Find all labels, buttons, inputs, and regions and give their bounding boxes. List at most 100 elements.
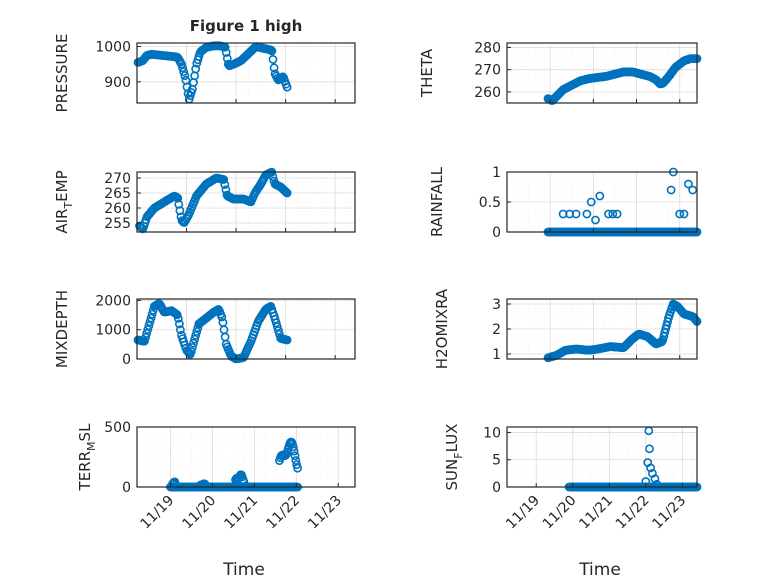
series-h2omixra [543, 299, 702, 363]
data-point [220, 180, 230, 189]
x-tick-label: 11/23 [649, 493, 689, 533]
data-point [219, 175, 229, 184]
y-tick-label: 255 [104, 216, 131, 232]
data-point [174, 199, 184, 209]
data-point [146, 313, 156, 323]
data-point [142, 328, 152, 338]
axes-box [136, 171, 356, 233]
axes-box [136, 298, 356, 360]
y-axis-label: SUNFLUX [443, 424, 465, 491]
data-point [595, 191, 605, 201]
y-tick-label: 2 [492, 322, 501, 338]
data-point [145, 317, 155, 327]
axes-box [136, 42, 356, 104]
data-point [220, 332, 230, 342]
series-mixdepth [133, 299, 292, 364]
data-point [171, 480, 180, 489]
data-point [174, 319, 184, 329]
y-axis-label: MIXDEPTH [53, 290, 71, 368]
data-point [173, 193, 183, 203]
data-point [180, 71, 190, 80]
panel-pressure: 900 1000 PRESSURE Figure 1 high [53, 17, 356, 112]
data-point [652, 479, 662, 489]
x-tick-label: 11/20 [540, 493, 580, 533]
data-point [141, 332, 150, 342]
x-axis-label: Time [222, 560, 265, 580]
x-tick-label: 11/19 [503, 493, 543, 533]
data-point [175, 325, 185, 335]
y-axis-label: TERRMSL [76, 423, 98, 492]
x-axis-label: Time [578, 560, 621, 580]
data-point [571, 209, 581, 219]
axes-box [506, 42, 698, 104]
panel-h2omixra: 1 2 3 H2OMIXRA [433, 288, 702, 369]
x-tick-label: 11/22 [613, 493, 653, 533]
data-point [650, 474, 660, 484]
data-point [280, 186, 290, 196]
x-tick-label: 11/21 [576, 493, 616, 533]
y-tick-label: 265 [104, 186, 131, 202]
panel-terr_msl: 0 500 11/19 11/20 11/21 11/22 11/23 Time TERRMSL [76, 420, 356, 580]
chart-title: Figure 1 high [190, 17, 303, 35]
data-point [143, 325, 153, 334]
y-tick-label: 0 [122, 480, 131, 496]
y-tick-label: 3 [492, 297, 501, 313]
data-point [192, 327, 202, 336]
y-tick-label: 0 [122, 352, 131, 368]
data-point [281, 187, 291, 197]
data-point [272, 322, 282, 331]
series-terr_msl [166, 437, 302, 492]
data-point [268, 55, 278, 64]
data-point [190, 334, 199, 344]
y-tick-label: 260 [474, 85, 501, 101]
data-point [239, 477, 249, 487]
y-tick-label: 1000 [95, 40, 131, 56]
y-tick-label: 900 [104, 75, 131, 91]
data-point [220, 42, 230, 52]
data-point [282, 335, 292, 345]
data-point [591, 215, 600, 225]
y-tick-label: 0.5 [479, 195, 501, 211]
axes-box [506, 426, 698, 488]
series-theta [543, 54, 702, 105]
data-point [189, 338, 198, 348]
y-tick-label: 5 [492, 453, 501, 469]
data-point [269, 63, 279, 73]
data-point [268, 172, 278, 181]
data-point [186, 347, 196, 356]
data-point [645, 444, 654, 454]
data-point [191, 330, 201, 340]
x-tick-label: 11/20 [179, 493, 219, 533]
data-point [173, 313, 183, 323]
data-point [608, 209, 618, 219]
y-axis-label: THETA [418, 48, 436, 98]
data-point [177, 216, 187, 226]
data-point [604, 209, 613, 219]
panel-theta: 260 270 280 THETA [418, 40, 702, 105]
data-point [191, 64, 201, 74]
data-point [282, 188, 292, 198]
data-point [684, 179, 693, 189]
data-point [288, 442, 298, 452]
data-point [646, 463, 655, 473]
y-axis-label: AIRTEMP [53, 170, 75, 233]
y-tick-label: 270 [104, 171, 131, 187]
data-point [586, 197, 596, 207]
data-point [612, 209, 622, 219]
y-tick-label: 1 [492, 347, 501, 363]
y-tick-label: 10 [483, 425, 501, 441]
data-point [690, 314, 700, 324]
data-point [140, 336, 149, 346]
data-point [144, 321, 154, 331]
y-tick-label: 270 [474, 63, 501, 79]
data-point [273, 326, 283, 335]
data-point [675, 209, 685, 219]
panel-rainfall: 0 0.5 1 RAINFALL [428, 165, 702, 241]
y-tick-label: 1000 [95, 323, 131, 339]
data-point [178, 63, 187, 73]
y-axis-label: H2OMIXRA [433, 288, 451, 369]
data-point [217, 312, 227, 322]
